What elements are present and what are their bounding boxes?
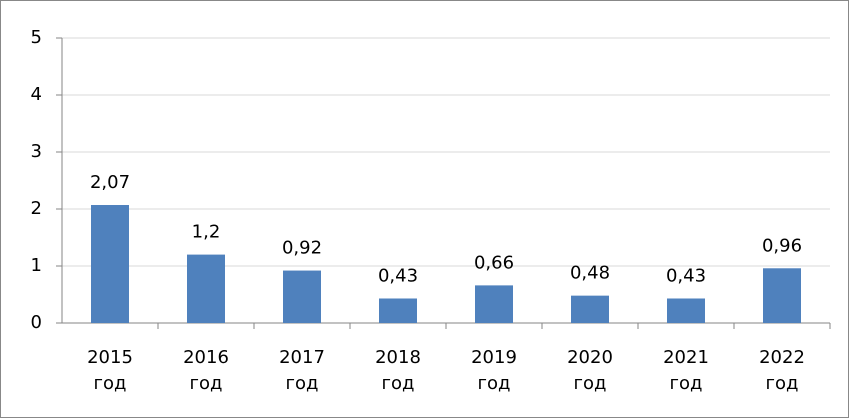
x-tick-label: 2017 год [279, 347, 325, 394]
y-tick-label: 1 [31, 255, 42, 276]
bar [379, 298, 417, 323]
x-tick-label: 2016 год [183, 347, 229, 394]
value-label: 0,92 [282, 238, 322, 259]
value-label: 0,43 [666, 265, 706, 286]
bar [475, 285, 513, 323]
value-label: 2,07 [90, 172, 130, 193]
x-tick-label: 2018 год [375, 347, 421, 394]
bar [283, 270, 321, 323]
bar [187, 254, 225, 323]
x-tick-label: 2022 год [759, 347, 805, 394]
y-tick-label: 5 [31, 27, 42, 48]
y-tick-label: 4 [31, 84, 42, 105]
x-tick-label: 2020 год [567, 347, 613, 394]
y-tick-label: 3 [31, 141, 42, 162]
value-label: 1,2 [192, 222, 221, 243]
x-tick-label: 2015 год [87, 347, 133, 394]
value-label: 0,66 [474, 252, 514, 273]
bar [91, 205, 129, 323]
value-label: 0,96 [762, 235, 802, 256]
bar [667, 298, 705, 323]
bar [763, 268, 801, 323]
bar [571, 295, 609, 323]
value-label: 0,48 [570, 263, 610, 284]
y-tick-label: 0 [31, 312, 42, 333]
x-tick-label: 2021 год [663, 347, 709, 394]
value-label: 0,43 [378, 265, 418, 286]
y-tick-label: 2 [31, 198, 42, 219]
x-tick-label: 2019 год [471, 347, 517, 394]
